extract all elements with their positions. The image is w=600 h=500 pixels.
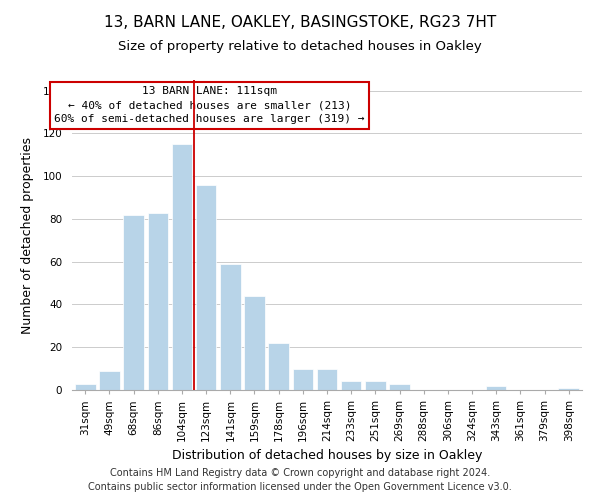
X-axis label: Distribution of detached houses by size in Oakley: Distribution of detached houses by size …: [172, 450, 482, 462]
Bar: [220, 264, 241, 390]
Bar: [75, 384, 95, 390]
Bar: [244, 296, 265, 390]
Bar: [148, 212, 168, 390]
Bar: [124, 214, 144, 390]
Bar: [559, 388, 579, 390]
Bar: [196, 185, 217, 390]
Bar: [365, 382, 386, 390]
Text: 13, BARN LANE, OAKLEY, BASINGSTOKE, RG23 7HT: 13, BARN LANE, OAKLEY, BASINGSTOKE, RG23…: [104, 15, 496, 30]
Bar: [99, 371, 120, 390]
Bar: [389, 384, 410, 390]
Bar: [317, 368, 337, 390]
Y-axis label: Number of detached properties: Number of detached properties: [21, 136, 34, 334]
Text: Size of property relative to detached houses in Oakley: Size of property relative to detached ho…: [118, 40, 482, 53]
Text: Contains public sector information licensed under the Open Government Licence v3: Contains public sector information licen…: [88, 482, 512, 492]
Bar: [268, 343, 289, 390]
Bar: [172, 144, 192, 390]
Text: 13 BARN LANE: 111sqm
← 40% of detached houses are smaller (213)
60% of semi-deta: 13 BARN LANE: 111sqm ← 40% of detached h…: [55, 86, 365, 124]
Bar: [341, 382, 361, 390]
Text: Contains HM Land Registry data © Crown copyright and database right 2024.: Contains HM Land Registry data © Crown c…: [110, 468, 490, 477]
Bar: [293, 368, 313, 390]
Bar: [486, 386, 506, 390]
